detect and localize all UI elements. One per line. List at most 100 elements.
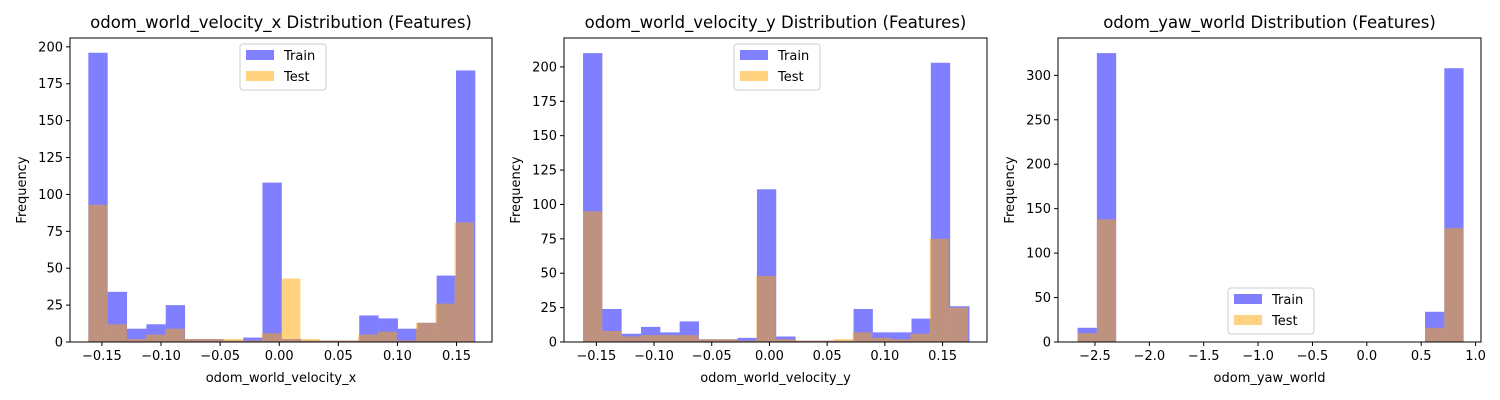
y-tick-label: 25 — [46, 299, 63, 314]
x-tick-label: 0.0 — [1356, 349, 1377, 364]
bar-test — [640, 335, 661, 342]
bar-test — [416, 322, 436, 342]
bar-test — [871, 337, 892, 342]
legend-swatch-test — [740, 71, 768, 81]
x-tick-label: −0.05 — [692, 349, 732, 364]
x-axis-label: odom_world_velocity_y — [700, 371, 851, 386]
bar-test — [602, 331, 622, 342]
x-axis-label: odom_world_velocity_x — [206, 371, 357, 386]
bar-test — [204, 339, 224, 342]
x-tick-label: 0.5 — [1411, 349, 1432, 364]
y-axis-label: Frequency — [509, 156, 524, 223]
x-tick-label: 0.05 — [324, 349, 353, 364]
y-tick-label: 0 — [55, 336, 63, 351]
bar-test — [660, 335, 680, 342]
y-tick-label: 100 — [38, 188, 63, 203]
bar-train — [892, 332, 912, 342]
bar-test — [891, 339, 911, 342]
x-tick-label: −1.5 — [1188, 349, 1220, 364]
bar-test — [107, 324, 127, 342]
x-tick-label: 0.15 — [442, 349, 471, 364]
bar-test — [165, 328, 185, 342]
bar-train — [872, 332, 893, 342]
bar-test — [698, 339, 718, 342]
x-tick-label: −2.0 — [1134, 349, 1166, 364]
bar-train — [397, 328, 418, 342]
legend-label-train: Train — [283, 49, 315, 64]
bar-test — [319, 340, 339, 342]
bar-test — [300, 339, 320, 342]
y-tick-label: 175 — [532, 95, 557, 110]
legend: Train Test — [1227, 287, 1315, 335]
y-tick-label: 25 — [540, 301, 557, 316]
bar-test — [126, 339, 147, 342]
chart-title: odom_yaw_world Distribution (Features) — [1103, 13, 1436, 33]
series-train — [583, 53, 970, 342]
series-test — [583, 211, 969, 342]
bar-test — [948, 307, 969, 342]
x-tick-label: 0.00 — [265, 349, 294, 364]
legend-swatch-train — [1234, 294, 1262, 304]
chart-2: −0.15 −0.10 −0.05 0.00 0.05 0.10 0.15 0 25 50 75 10… — [509, 13, 988, 386]
series-test — [1077, 219, 1464, 342]
axes-frame — [69, 37, 493, 343]
chart-title: odom_world_velocity_y Distribution (Feat… — [585, 13, 967, 33]
bar-test — [679, 335, 699, 342]
bar-test — [88, 204, 108, 342]
legend-swatch-train — [246, 50, 274, 60]
y-tick-label: 250 — [1026, 113, 1051, 128]
x-tick-label: 1.0 — [1465, 349, 1486, 364]
bar-test — [435, 303, 455, 342]
legend-label-test: Test — [777, 70, 804, 85]
bar-test — [454, 222, 474, 342]
x-tick-label: −0.05 — [200, 349, 240, 364]
bar-test — [1096, 219, 1117, 342]
bar-test — [852, 332, 872, 342]
x-tick-label: −0.10 — [634, 349, 674, 364]
bar-test — [358, 334, 378, 342]
bar-test — [1444, 228, 1464, 342]
y-tick-label: 75 — [46, 225, 63, 240]
y-axis-label: Frequency — [15, 156, 30, 223]
bar-test — [242, 340, 262, 342]
bar-test — [910, 333, 930, 342]
legend-label-train: Train — [1271, 293, 1303, 308]
legend-swatch-train — [740, 50, 768, 60]
bar-test — [794, 340, 815, 342]
y-tick-label: 75 — [540, 232, 557, 247]
legend-label-test: Test — [283, 70, 310, 85]
x-tick-label: −0.15 — [576, 349, 616, 364]
y-tick-label: 0 — [1043, 336, 1051, 351]
y-tick-label: 50 — [1034, 291, 1051, 306]
x-tick-label: 0.00 — [755, 349, 784, 364]
bar-test — [1077, 333, 1097, 342]
chart-3: −2.5 −2.0 −1.5 −1.0 −0.5 0.0 0.5 1.0 0 50 100 150 20… — [1003, 13, 1486, 386]
bar-test — [377, 331, 397, 342]
bar-test — [756, 275, 776, 342]
legend-swatch-test — [1234, 315, 1262, 325]
x-tick-label: 0.15 — [928, 349, 957, 364]
legend: Train Test — [733, 43, 821, 91]
bar-test — [814, 340, 834, 342]
y-tick-label: 300 — [1026, 69, 1051, 84]
y-tick-label: 100 — [532, 198, 557, 213]
y-tick-label: 125 — [532, 164, 557, 179]
legend-swatch-test — [246, 71, 274, 81]
bar-train — [737, 337, 757, 342]
x-tick-label: −1.0 — [1242, 349, 1274, 364]
x-tick-label: −2.5 — [1079, 349, 1111, 364]
y-tick-label: 200 — [532, 60, 557, 75]
y-tick-label: 150 — [38, 114, 63, 129]
legend: Train Test — [239, 43, 327, 91]
y-tick-label: 50 — [540, 267, 557, 282]
x-axis-label: odom_yaw_world — [1214, 371, 1326, 386]
axes-frame — [563, 37, 988, 343]
bar-test — [338, 340, 359, 342]
y-axis-label: Frequency — [1003, 156, 1018, 223]
bar-test — [261, 333, 282, 342]
x-tick-label: 0.10 — [383, 349, 412, 364]
x-tick-label: 0.05 — [813, 349, 842, 364]
y-tick-label: 0 — [549, 336, 557, 351]
bar-train — [262, 182, 282, 342]
